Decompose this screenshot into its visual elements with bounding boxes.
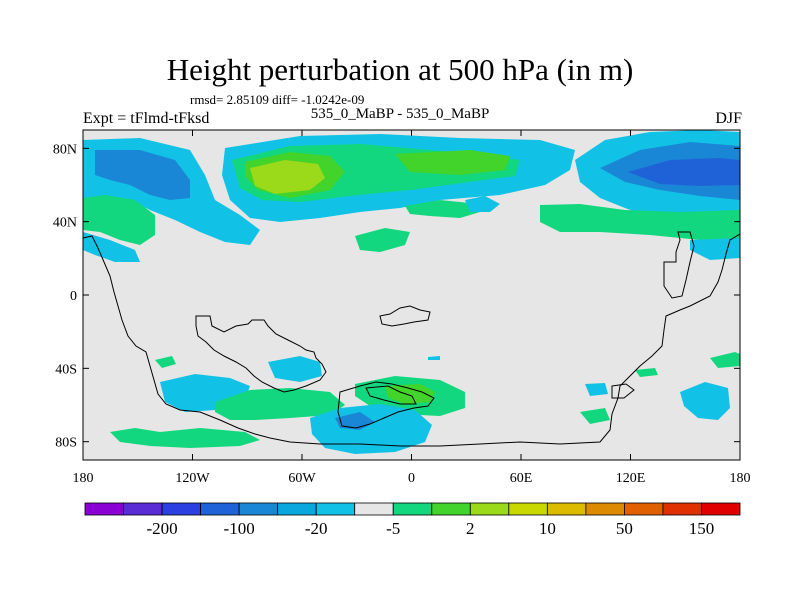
- coastline: [663, 231, 695, 299]
- contour-region: [155, 356, 176, 368]
- x-tick-label: 60E: [510, 471, 533, 486]
- season-label: DJF: [715, 110, 742, 127]
- x-axis-ticks: 180 120W 60W 0 60E 120E 180: [73, 130, 751, 486]
- case-label: 535_0_MaBP - 535_0_MaBP: [310, 106, 490, 122]
- colorbar-swatch: [546, 502, 587, 516]
- contour-region: [405, 200, 480, 218]
- colorbar-swatch: [469, 502, 510, 516]
- colorbar-label: 150: [689, 519, 715, 538]
- y-tick-label: 80N: [53, 142, 77, 157]
- coastline: [337, 381, 435, 429]
- experiment-label: Expt = tFlmd-tFksd: [83, 110, 210, 127]
- contour-region: [110, 428, 260, 448]
- coastline: [379, 305, 431, 327]
- contour-region: [628, 158, 740, 186]
- contour-region: [95, 150, 190, 200]
- contour-region: [680, 382, 730, 420]
- contour-region: [355, 228, 410, 252]
- contour-region: [540, 204, 740, 240]
- colorbar-label: -100: [224, 519, 255, 538]
- colorbar-swatch: [354, 502, 394, 516]
- x-tick-label: 180: [73, 471, 94, 486]
- colorbar-swatch: [585, 502, 625, 516]
- x-tick-label: 180: [730, 471, 751, 486]
- coastline: [83, 233, 740, 447]
- contour-region: [585, 383, 608, 396]
- x-tick-label: 120W: [175, 471, 210, 486]
- colorbar-swatch: [624, 502, 664, 516]
- colorbar-swatch: [200, 502, 240, 516]
- colorbar-swatch: [662, 502, 702, 516]
- colorbar-swatch: [701, 502, 741, 516]
- colorbar-swatch: [315, 502, 356, 516]
- colorbar-label: -20: [305, 519, 328, 538]
- y-axis-ticks: 80N 40N 0 40S 80S: [53, 142, 740, 451]
- contour-region: [690, 238, 740, 260]
- colorbar-label: 10: [539, 519, 556, 538]
- contour-region: [83, 195, 155, 245]
- colorbar-swatch: [84, 502, 124, 516]
- stats-text: rmsd= 2.85109 diff= -1.0242e-09: [190, 92, 365, 107]
- colorbar-swatch: [392, 502, 433, 516]
- colorbar-swatch: [161, 502, 201, 516]
- contour-region: [310, 404, 432, 454]
- coastline: [611, 383, 635, 399]
- colorbar: -200 -100 -20 -5 2 10 50 150: [84, 502, 741, 538]
- x-tick-label: 120E: [616, 471, 646, 486]
- coastline: [365, 385, 417, 405]
- colorbar-label: 50: [616, 519, 633, 538]
- contour-region: [580, 408, 610, 424]
- contour-region: [268, 356, 322, 382]
- colorbar-swatch: [508, 502, 548, 516]
- contour-region: [250, 160, 325, 194]
- contour-fill-layer: [83, 130, 740, 454]
- colorbar-swatch: [123, 502, 163, 516]
- x-tick-label: 60W: [288, 471, 316, 486]
- y-tick-label: 40N: [53, 216, 77, 231]
- contour-region: [385, 384, 435, 404]
- colorbar-label: -5: [386, 519, 400, 538]
- contour-region: [395, 150, 510, 175]
- y-tick-label: 80S: [55, 436, 77, 451]
- colorbar-swatch: [238, 502, 279, 516]
- colorbar-label: -200: [146, 519, 177, 538]
- contour-region: [710, 352, 740, 368]
- contour-region: [215, 388, 345, 420]
- contour-region: [83, 232, 140, 262]
- contour-region: [635, 368, 658, 377]
- colorbar-swatch: [431, 502, 471, 516]
- contour-region: [428, 356, 440, 360]
- y-tick-label: 0: [70, 289, 77, 304]
- y-tick-label: 40S: [55, 362, 77, 377]
- contour-region: [465, 196, 500, 212]
- x-tick-label: 0: [408, 471, 415, 486]
- colorbar-swatch: [277, 502, 317, 516]
- coastline: [195, 315, 327, 393]
- plot-title: Height perturbation at 500 hPa (in m): [166, 52, 634, 87]
- colorbar-label: 2: [466, 519, 475, 538]
